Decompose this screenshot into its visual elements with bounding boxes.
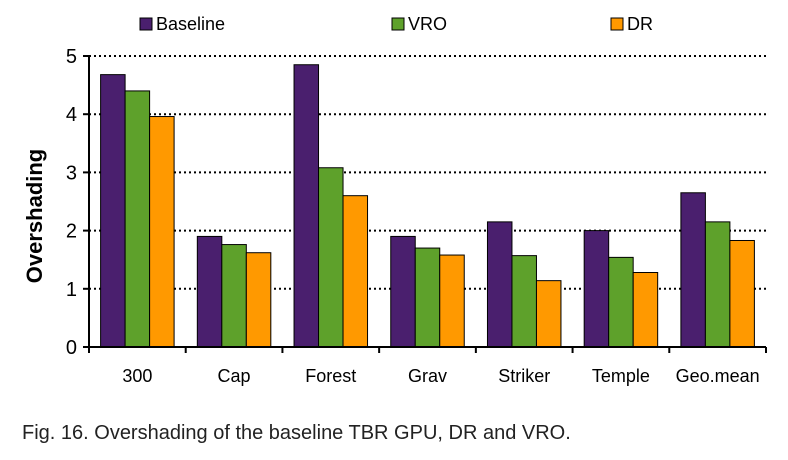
y-tick-label-4: 4 — [66, 104, 77, 126]
bar-vro-striker — [511, 255, 537, 348]
x-tick-label-striker: Striker — [498, 366, 550, 386]
y-axis-label: Overshading — [22, 149, 47, 283]
bar-vro-temple — [608, 256, 634, 348]
x-tick-label-cap: Cap — [218, 366, 251, 386]
bar-baseline-300 — [100, 74, 126, 348]
bar-vro-cap — [221, 244, 247, 348]
bar-vro-grav — [414, 247, 441, 348]
chart-legend: Baseline VRO DR — [139, 14, 653, 34]
y-tick-label-2: 2 — [66, 221, 77, 243]
bar-vro-300 — [124, 90, 151, 348]
x-tick-label-300: 300 — [122, 366, 152, 386]
bar-baseline-geo-mean — [680, 192, 706, 348]
x-tick-label-forest: Forest — [305, 366, 356, 386]
bar-baseline-forest — [293, 64, 320, 348]
bar-dr-temple — [632, 272, 659, 348]
chart-ticks: 300 Cap Forest Grav Striker Temple Geo.mean 0 1 2… — [66, 46, 760, 386]
y-tick-label-1: 1 — [66, 279, 77, 301]
overshading-chart: Baseline VRO DR 300 Cap Forest Grav Striker Tem… — [22, 14, 767, 386]
bar-baseline-cap — [196, 235, 223, 348]
legend-label-baseline: Baseline — [156, 14, 225, 34]
legend-swatch-dr — [610, 17, 624, 31]
bar-vro-forest — [318, 167, 344, 348]
bar-baseline-temple — [583, 230, 610, 348]
bar-vro-geo-mean — [704, 221, 731, 348]
bar-dr-cap — [245, 252, 272, 348]
y-tick-label-3: 3 — [66, 162, 77, 184]
y-tick-label-5: 5 — [66, 46, 77, 68]
figure-caption: Fig. 16. Overshading of the baseline TBR… — [22, 422, 571, 444]
bar-dr-grav — [439, 254, 465, 348]
x-tick-label-geo-mean: Geo.mean — [676, 366, 760, 386]
legend-label-dr: DR — [627, 14, 653, 34]
legend-swatch-vro — [391, 17, 405, 31]
x-tick-label-grav: Grav — [408, 366, 447, 386]
bar-dr-striker — [535, 280, 562, 348]
bar-dr-forest — [342, 195, 369, 348]
chart-axes — [83, 55, 767, 353]
legend-swatch-baseline — [139, 17, 153, 31]
x-tick-label-temple: Temple — [592, 366, 650, 386]
bar-dr-geo-mean — [729, 239, 755, 348]
y-tick-label-0: 0 — [66, 337, 77, 359]
legend-label-vro: VRO — [408, 14, 447, 34]
bar-dr-300 — [149, 116, 175, 348]
bar-baseline-grav — [390, 235, 416, 348]
chart-bars — [100, 64, 755, 348]
bar-baseline-striker — [486, 221, 513, 348]
